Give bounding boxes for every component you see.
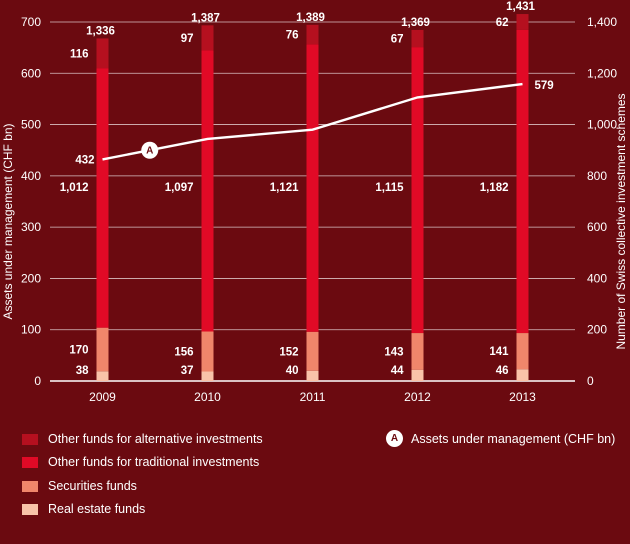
bar-segment [201,331,214,372]
segment-value-label: 1,012 [60,182,89,194]
right-axis-title: Number of Swiss collective investment sc… [614,93,628,349]
left-tick-label: 0 [34,374,41,388]
left-tick-label: 700 [21,15,41,29]
segment-value-label: 143 [384,346,403,358]
bar-segment [411,333,424,370]
total-value-label: 1,369 [401,17,430,29]
legend-label: Other funds for alternative investments [48,432,263,446]
legend-label: Assets under management (CHF bn) [411,431,616,446]
legend-swatch [22,433,38,445]
right-tick-label: 0 [587,374,594,388]
bar-segment [306,44,319,332]
right-tick-label: 400 [587,271,607,285]
legend-item-securities: Securities funds [22,479,137,493]
bar-segment [96,371,109,381]
bar-segment [96,38,109,69]
bar-segment [201,25,214,51]
legend-label: Real estate funds [48,502,146,516]
legend-label: Other funds for traditional investments [48,455,260,469]
line-marker-icon: A [386,430,403,447]
segment-value-label: 37 [181,365,194,377]
right-tick-label: 1,000 [587,118,617,132]
bar-segment [201,371,214,381]
right-tick-label: 200 [587,323,607,337]
segment-value-label: 141 [489,346,509,358]
left-tick-label: 500 [21,118,41,132]
legend-swatch [22,456,38,468]
bar-segment [96,68,109,328]
legend-item-real-estate: Real estate funds [22,502,145,516]
bar-segment [411,369,424,381]
left-tick-label: 400 [21,169,41,183]
bar-segment [411,29,424,48]
left-tick-label: 600 [21,66,41,80]
line-marker-icon [141,141,159,159]
legend-item-traditional: Other funds for traditional investments [22,455,259,469]
bar-segment [306,331,319,371]
x-tick-label: 2013 [509,390,536,404]
total-value-label: 1,389 [296,12,325,24]
segment-value-label: 97 [181,33,194,45]
line-marker-letter: A [146,146,153,157]
segment-value-label: 44 [391,365,404,377]
segment-value-label: 76 [286,30,299,42]
x-tick-label: 2011 [300,390,326,404]
x-tick-label: 2009 [89,390,116,404]
bar-segment [306,370,319,381]
total-value-label: 1,431 [506,1,535,13]
total-value-label: 1,387 [191,12,220,24]
bar-segment [516,369,529,381]
legend-label: Securities funds [48,479,137,493]
right-tick-label: 800 [587,169,607,183]
legend-swatch [22,503,38,515]
legend-item-alternative: Other funds for alternative investments [22,432,263,446]
bar-segment [96,327,109,372]
bar-segment [516,29,529,334]
right-tick-label: 1,400 [587,15,617,29]
legend-item-line: A Assets under management (CHF bn) [386,430,615,447]
segment-value-label: 40 [286,365,299,377]
legend-swatch [22,480,38,492]
x-tick-label: 2010 [194,390,221,404]
segment-value-label: 1,121 [270,182,299,194]
left-tick-label: 200 [21,271,41,285]
segment-value-label: 1,182 [480,182,509,194]
segment-value-label: 156 [174,347,193,359]
right-tick-label: 1,200 [587,66,617,80]
bar-segment [516,14,529,30]
right-tick-label: 600 [587,220,607,234]
bar-segment [411,47,424,334]
segment-value-label: 62 [496,17,509,29]
segment-value-label: 67 [391,34,404,46]
line-end-label: 579 [535,80,554,92]
line-start-label: 432 [75,154,94,166]
bar-segment [201,50,214,332]
segment-value-label: 152 [279,346,298,358]
bar-segment [306,24,319,45]
left-tick-label: 300 [21,220,41,234]
total-value-label: 1,336 [86,25,115,37]
bar-segment [516,333,529,370]
segment-value-label: 1,115 [375,182,404,194]
segment-value-label: 116 [70,48,89,60]
line-series [102,82,523,161]
segment-value-label: 46 [496,365,509,377]
segment-value-label: 170 [69,344,88,356]
segment-value-label: 1,097 [165,182,194,194]
left-tick-label: 100 [21,323,41,337]
x-tick-label: 2012 [404,390,431,404]
left-axis-title: Assets under management (CHF bn) [1,123,15,319]
segment-value-label: 38 [76,365,89,377]
